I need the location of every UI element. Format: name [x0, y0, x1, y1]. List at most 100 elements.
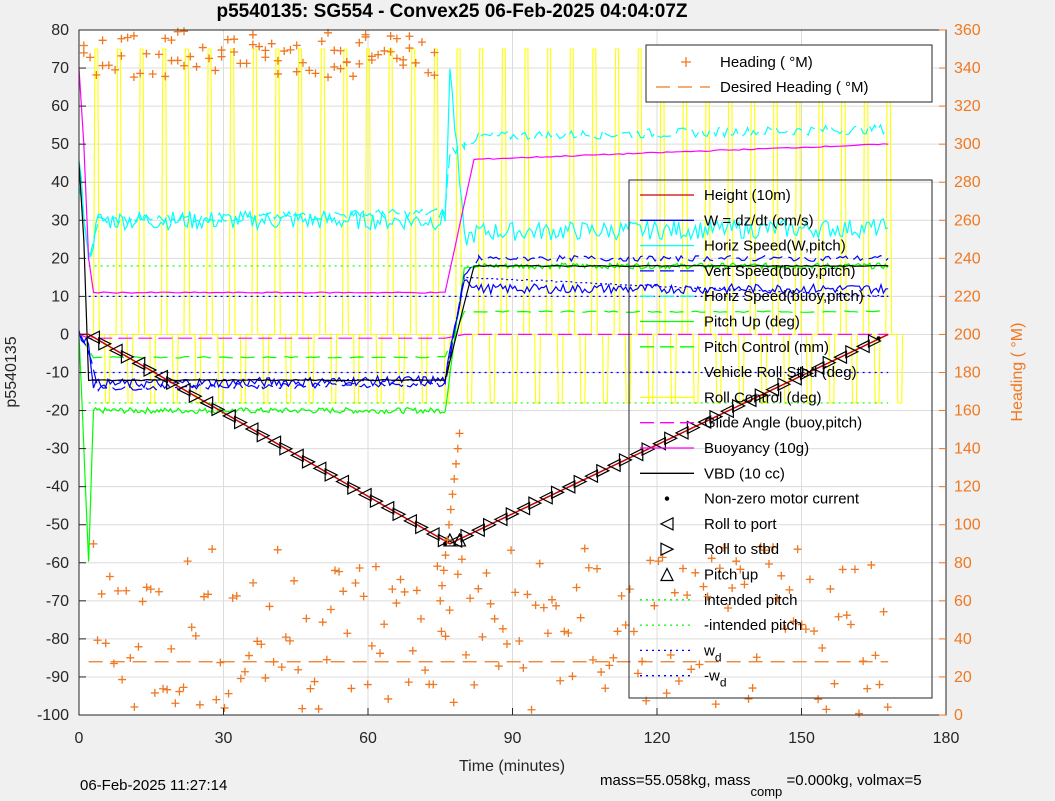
legend-label: wd	[703, 642, 722, 664]
legend-label: Glide Angle (buoy,pitch)	[704, 415, 862, 432]
heading-point	[748, 684, 757, 693]
heading-point	[136, 69, 145, 78]
roll-marker	[528, 496, 543, 511]
motor-current-point	[876, 336, 881, 341]
heading-point	[392, 54, 401, 63]
roll-marker	[244, 422, 259, 437]
heading-point	[150, 688, 159, 697]
heading-point	[388, 585, 397, 594]
heading-point	[621, 620, 630, 629]
heading-point	[452, 459, 461, 468]
heading-point	[842, 611, 851, 620]
heading-point	[838, 565, 847, 574]
heading-point	[404, 678, 413, 687]
roll-marker	[98, 336, 113, 351]
roll-marker	[289, 448, 304, 463]
heading-point	[502, 639, 511, 648]
heading-point	[494, 662, 503, 671]
heading-point	[699, 582, 708, 591]
heading-point	[584, 563, 593, 572]
roll-marker	[392, 507, 407, 522]
y-tick-label: -30	[46, 441, 69, 458]
y2-tick-label: 320	[954, 98, 981, 115]
heading-point	[148, 69, 157, 78]
heading-point	[417, 38, 426, 47]
heading-point	[443, 535, 452, 544]
heading-point	[98, 36, 107, 45]
y2-tick-label: 160	[954, 403, 981, 420]
x-tick-label: 90	[504, 730, 522, 747]
legend-swatch	[660, 542, 675, 557]
y-tick-label: 70	[51, 60, 69, 77]
heading-point	[436, 596, 445, 605]
heading-point	[306, 684, 315, 693]
legend-label: Buoyancy (10g)	[704, 440, 809, 457]
heading-point	[351, 579, 360, 588]
heading-point	[228, 593, 237, 602]
heading-point	[814, 695, 823, 704]
heading-point	[797, 620, 806, 629]
heading-point	[342, 57, 351, 66]
heading-point	[863, 684, 872, 693]
heading-point	[89, 539, 98, 548]
heading-point	[470, 680, 479, 689]
y-tick-label: 30	[51, 212, 69, 229]
heading-point	[674, 677, 683, 685]
heading-point	[507, 546, 516, 555]
heading-point	[318, 618, 327, 627]
heading-point	[230, 35, 239, 44]
legend-label: Pitch up	[704, 567, 758, 584]
heading-point	[92, 70, 101, 79]
heading-point	[187, 623, 196, 632]
heading-point	[396, 575, 405, 584]
x-tick-label: 120	[644, 730, 671, 747]
heading-point	[818, 643, 827, 652]
y-tick-label: 50	[51, 136, 69, 153]
heading-point	[810, 627, 819, 636]
roll-marker	[483, 517, 497, 532]
heading-point	[430, 48, 439, 57]
heading-point	[421, 666, 430, 675]
heading-point	[535, 559, 544, 568]
roll-marker	[267, 435, 282, 450]
heading-point	[335, 567, 344, 576]
heading-point	[179, 683, 188, 692]
heading-point	[457, 555, 466, 564]
roll-marker	[754, 388, 769, 403]
heading-point	[769, 543, 778, 552]
chart-title: p5540135: SG554 - Convex25 06-Feb-2025 0…	[216, 1, 687, 22]
heading-point	[161, 72, 170, 81]
heading-point	[111, 65, 120, 74]
heading-point	[715, 564, 724, 573]
heading-point	[515, 636, 524, 645]
heading-point	[850, 565, 859, 574]
heading-point	[117, 34, 126, 43]
roll-marker	[301, 454, 316, 469]
heading-point	[732, 557, 741, 566]
heading-point	[208, 545, 217, 554]
heading-point	[826, 584, 835, 593]
heading-point	[154, 587, 163, 596]
heading-point	[633, 669, 642, 678]
legend-label: Roll to stbd	[704, 541, 779, 558]
heading-point	[474, 584, 483, 593]
x-tick-label: 30	[215, 730, 233, 747]
heading-point	[363, 680, 372, 689]
heading-point	[875, 680, 884, 689]
heading-point	[609, 653, 618, 662]
heading-point	[326, 605, 335, 614]
heading-point	[298, 704, 307, 713]
heading-point	[173, 56, 182, 65]
heading-point	[330, 62, 339, 71]
heading-point	[650, 601, 659, 610]
legend-label: Vehicle Roll Stbd (deg)	[704, 364, 857, 381]
heading-point	[292, 41, 301, 50]
series-pitch-control	[78, 310, 889, 359]
heading-point	[265, 602, 274, 611]
heading-point	[405, 44, 414, 53]
heading-point	[445, 520, 454, 529]
heading-point	[310, 677, 319, 686]
heading-point	[462, 650, 471, 659]
roll-marker	[154, 369, 168, 384]
heading-point	[556, 676, 565, 685]
